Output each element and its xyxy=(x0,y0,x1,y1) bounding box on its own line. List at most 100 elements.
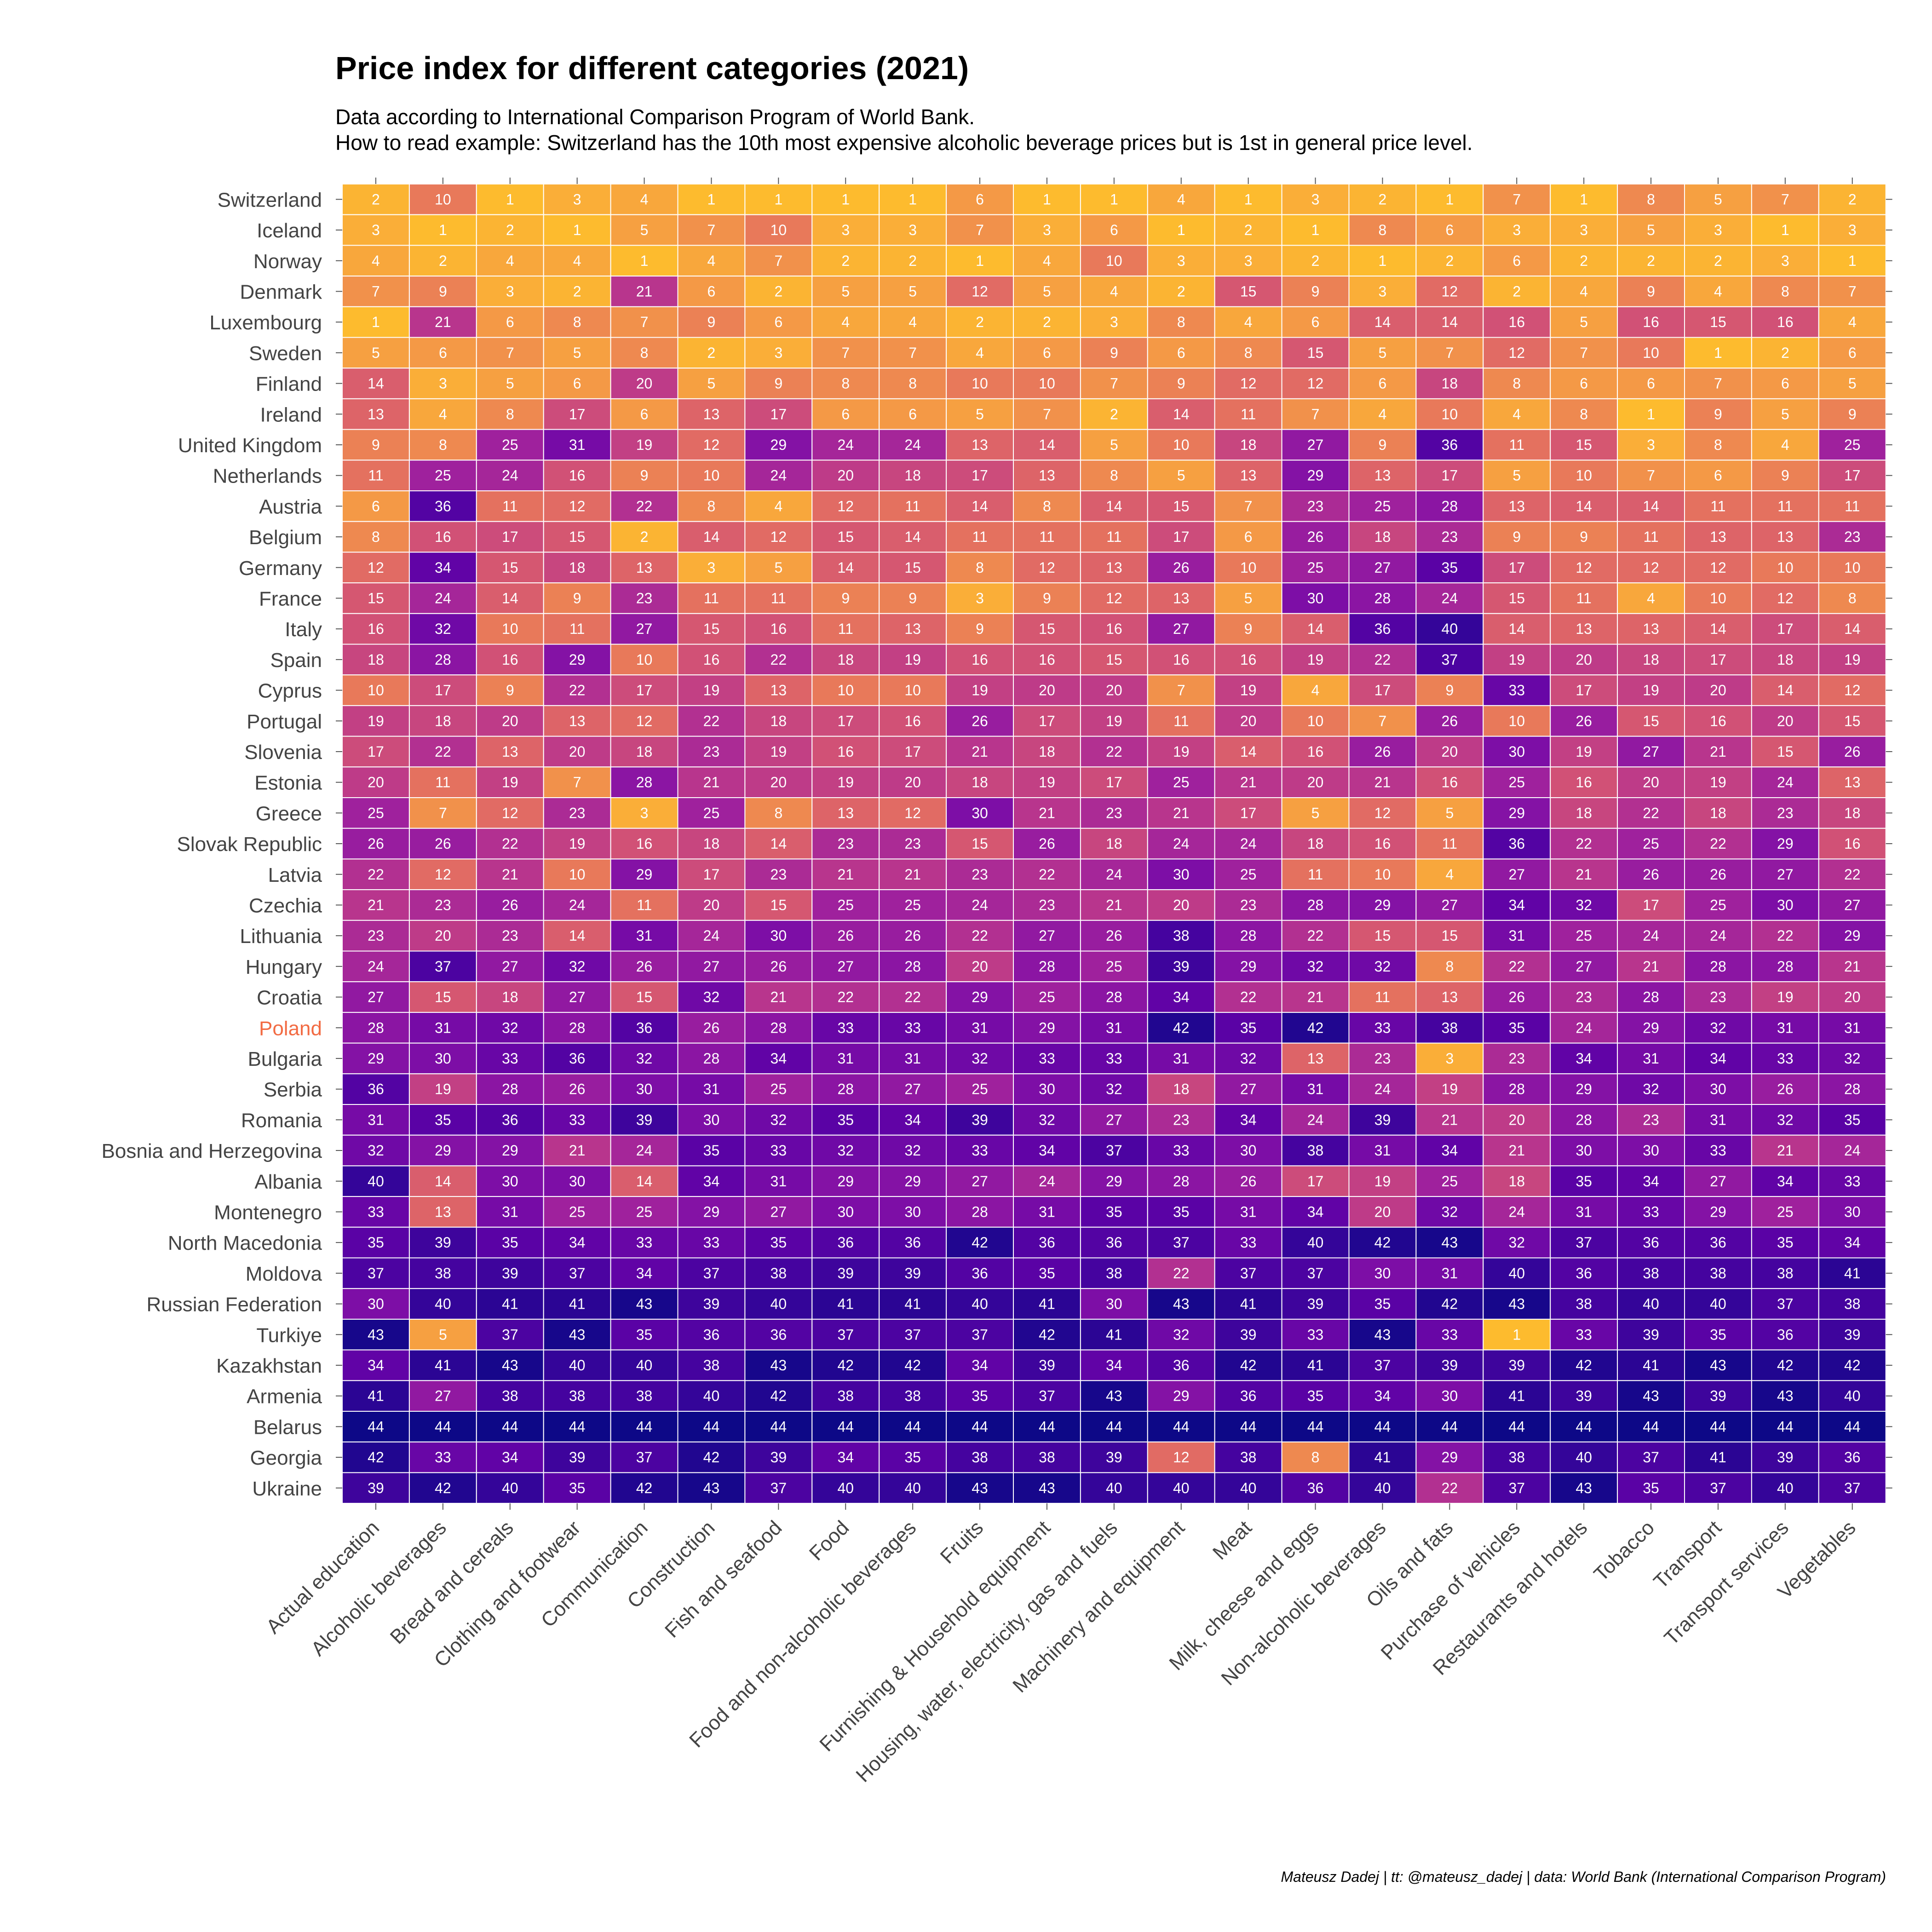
cell-value-label: 43 xyxy=(569,1326,586,1343)
cell-value-label: 34 xyxy=(1442,1142,1458,1159)
heatmap-cell xyxy=(1147,1012,1215,1044)
cell-value-label: 25 xyxy=(1710,897,1726,913)
heatmap-cell xyxy=(1818,1073,1886,1105)
cell-value-label: 37 xyxy=(1374,1357,1391,1374)
cell-value-label: 12 xyxy=(1710,559,1726,576)
cell-value-label: 2 xyxy=(1580,253,1588,269)
cell-value-label: 1 xyxy=(1647,406,1655,422)
cell-value-label: 16 xyxy=(435,529,451,545)
cell-value-label: 21 xyxy=(1374,774,1391,791)
cell-value-label: 26 xyxy=(1240,1173,1257,1190)
cell-value-label: 15 xyxy=(1777,743,1794,760)
cell-value-label: 32 xyxy=(1173,1326,1190,1343)
cell-value-label: 18 xyxy=(1442,375,1458,392)
heatmap-cell xyxy=(1080,1165,1148,1197)
cell-value-label: 19 xyxy=(636,437,653,453)
cell-value-label: 30 xyxy=(1508,743,1525,760)
cell-value-label: 6 xyxy=(1311,314,1320,330)
y-tick-label: Albania xyxy=(254,1171,322,1193)
heatmap-cell xyxy=(1080,797,1148,829)
cell-value-label: 32 xyxy=(502,1019,518,1036)
cell-value-label: 27 xyxy=(703,958,720,975)
heatmap-cell xyxy=(1483,582,1551,614)
cell-value-label: 4 xyxy=(908,314,917,330)
heatmap-cell xyxy=(1013,1349,1081,1381)
cell-value-label: 14 xyxy=(1240,743,1257,760)
cell-value-label: 31 xyxy=(1508,927,1525,944)
cell-value-label: 15 xyxy=(837,529,854,545)
cell-value-label: 6 xyxy=(1781,375,1789,392)
heatmap-cell xyxy=(1147,889,1215,921)
cell-value-label: 16 xyxy=(636,835,653,852)
cell-value-label: 28 xyxy=(636,774,653,791)
x-tick-label: Tobacco xyxy=(1590,1517,1659,1586)
cell-value-label: 12 xyxy=(972,283,988,299)
cell-value-label: 23 xyxy=(703,743,720,760)
cell-value-label: 7 xyxy=(640,314,649,330)
heatmap-cell xyxy=(1751,1165,1819,1197)
cell-value-label: 44 xyxy=(1508,1418,1525,1435)
cell-value-label: 21 xyxy=(569,1142,586,1159)
cell-value-label: 1 xyxy=(1781,222,1789,238)
heatmap-cell xyxy=(1281,398,1350,430)
cell-value-label: 27 xyxy=(1710,1173,1726,1190)
cell-value-label: 41 xyxy=(569,1296,586,1312)
heatmap-cell xyxy=(1147,1257,1215,1289)
cell-value-label: 7 xyxy=(372,283,380,299)
cell-value-label: 3 xyxy=(1445,1050,1454,1067)
cell-value-label: 17 xyxy=(703,866,720,883)
cell-value-label: 22 xyxy=(1374,651,1391,668)
heatmap-cell xyxy=(1617,1349,1685,1381)
heatmap-cell xyxy=(1751,1226,1819,1259)
cell-value-label: 25 xyxy=(1173,774,1190,791)
heatmap-cell xyxy=(543,460,611,491)
heatmap-cell xyxy=(744,981,813,1013)
heatmap-cell xyxy=(1348,858,1417,891)
cell-value-label: 19 xyxy=(1374,1173,1391,1190)
cell-value-label: 26 xyxy=(904,927,921,944)
cell-value-label: 12 xyxy=(1240,375,1257,392)
cell-value-label: 3 xyxy=(1311,191,1320,207)
y-tick-label: Denmark xyxy=(240,281,322,303)
cell-value-label: 43 xyxy=(1039,1480,1055,1496)
cell-value-label: 18 xyxy=(1844,805,1861,821)
cell-value-label: 34 xyxy=(1710,1050,1726,1067)
cell-value-label: 12 xyxy=(435,866,451,883)
cell-value-label: 6 xyxy=(976,191,984,207)
cell-value-label: 8 xyxy=(1110,467,1118,484)
cell-value-label: 20 xyxy=(368,774,384,791)
heatmap-cell xyxy=(1013,644,1081,676)
heatmap-cell xyxy=(408,1134,477,1167)
cell-value-label: 1 xyxy=(372,314,380,330)
y-tick-label: Latvia xyxy=(268,864,322,886)
cell-value-label: 34 xyxy=(904,1111,921,1128)
heatmap-cell xyxy=(946,1042,1014,1075)
cell-value-label: 27 xyxy=(368,989,384,1006)
cell-value-label: 17 xyxy=(1844,467,1861,484)
cell-value-label: 7 xyxy=(1311,406,1320,422)
heatmap-cell xyxy=(1281,429,1350,461)
cell-value-label: 42 xyxy=(1307,1019,1324,1036)
cell-value-label: 4 xyxy=(640,191,649,207)
heatmap-cell xyxy=(1214,1134,1282,1167)
heatmap-cell xyxy=(811,552,880,584)
heatmap-cell xyxy=(1281,276,1350,307)
cell-value-label: 40 xyxy=(1173,1480,1190,1496)
heatmap-cell xyxy=(1684,613,1752,645)
cell-value-label: 15 xyxy=(1576,437,1592,453)
heatmap-cell xyxy=(1013,460,1081,491)
heatmap-cell xyxy=(1080,705,1148,737)
cell-value-label: 9 xyxy=(1714,406,1722,422)
cell-value-label: 14 xyxy=(435,1173,451,1190)
cell-value-label: 25 xyxy=(569,1203,586,1220)
heatmap-cell xyxy=(1684,674,1752,706)
heatmap-cell xyxy=(946,1134,1014,1167)
cell-value-label: 39 xyxy=(1106,1449,1122,1466)
cell-value-label: 25 xyxy=(1508,774,1525,791)
heatmap-cell xyxy=(1550,613,1618,645)
cell-value-label: 44 xyxy=(1576,1418,1592,1435)
heatmap-cell xyxy=(1483,736,1551,768)
cell-value-label: 9 xyxy=(908,590,917,606)
cell-value-label: 9 xyxy=(1445,682,1454,699)
cell-value-label: 31 xyxy=(703,1081,720,1098)
